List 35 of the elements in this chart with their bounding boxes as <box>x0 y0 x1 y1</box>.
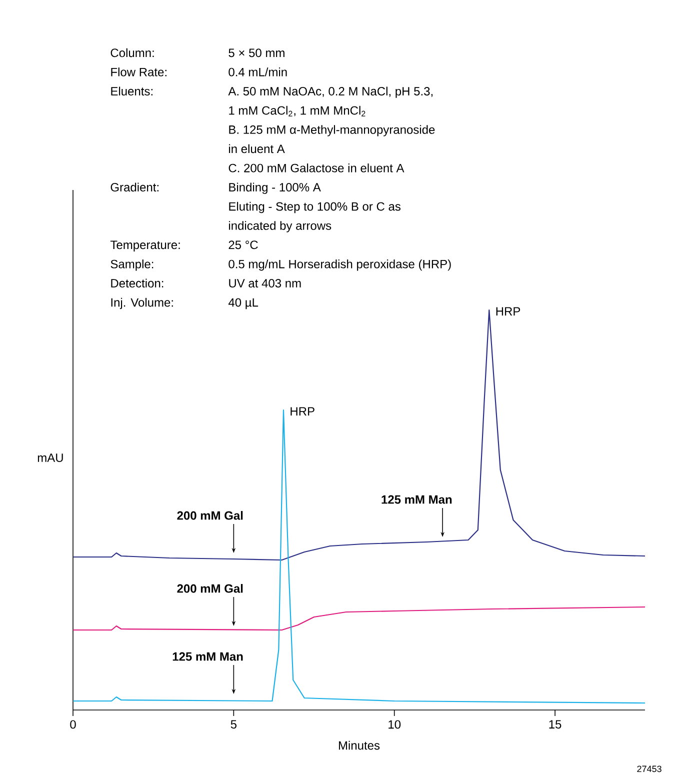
y-axis-title: mAU <box>38 454 63 462</box>
text: 5 × 50 mm <box>228 48 284 58</box>
text: 0.4 mL/min <box>228 68 287 76</box>
text: 27453 <box>637 766 662 772</box>
text: UV at 403 nm <box>229 279 301 288</box>
text: 0.5 mg/mL Horseradish peroxidase (HRP) <box>228 260 451 271</box>
text: B. 125 mM α-Methyl-mannopyranoside <box>229 125 435 136</box>
x-tick-label: 15 <box>549 720 562 729</box>
text: Binding - 100% A <box>229 182 321 194</box>
x-tick-label: 5 <box>230 720 236 729</box>
text: A. 50 mM NaOAc, 0.2 M NaCl, pH 5.3, <box>228 86 433 98</box>
x-tick-label: 10 <box>388 720 401 729</box>
text: 25 °C <box>228 240 258 250</box>
annotation: HRP <box>290 407 314 416</box>
text: in eluent A <box>229 144 285 154</box>
annotation: 200 mM Gal <box>177 584 243 593</box>
text: Eluents: <box>111 86 152 96</box>
annotation: 125 mM Man <box>382 495 452 504</box>
text: Flow Rate: <box>111 68 166 76</box>
text: 1 mM CaCl$_{2}$, 1 mM MnCl$_{2}$ <box>229 106 366 116</box>
text: indicated by arrows <box>229 221 332 232</box>
text: 40 µL <box>228 298 258 310</box>
annotation: HRP <box>496 307 520 316</box>
annotation: 200 mM Gal <box>177 510 243 520</box>
annotation: 125 mM Man <box>172 652 243 661</box>
text: Gradient: <box>110 182 158 192</box>
text: Sample: <box>110 260 154 271</box>
text: Column: <box>110 48 154 58</box>
text: Detection: <box>111 278 164 288</box>
x-tick-label: 0 <box>70 720 76 729</box>
text: Temperature: <box>110 240 180 252</box>
text: Inj. Volume: <box>111 298 173 310</box>
text: C. 200 mM Galactose in eluent A <box>228 164 404 172</box>
text: Eluting - Step to 100% B or C as <box>229 202 400 214</box>
x-axis-title: Minutes <box>338 740 380 750</box>
